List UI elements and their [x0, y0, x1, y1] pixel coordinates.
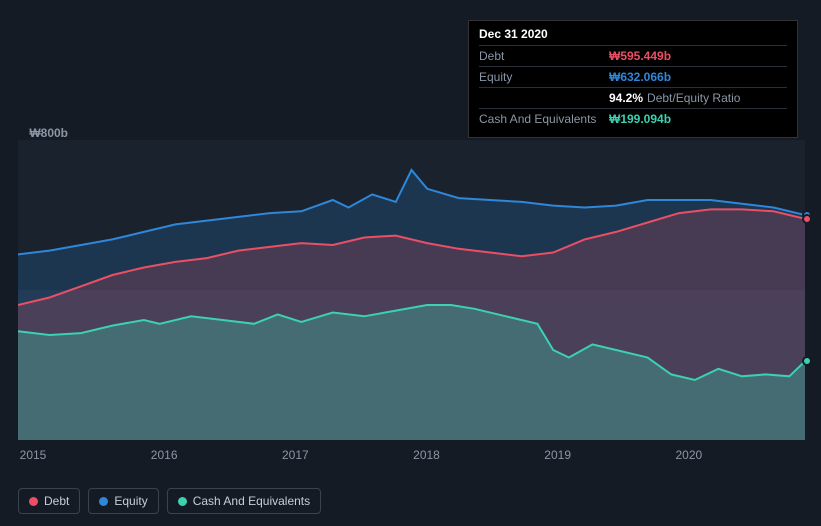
series-end-marker	[802, 214, 812, 224]
x-axis-tick: 2017	[282, 448, 309, 462]
legend-dot-icon	[99, 497, 108, 506]
x-axis-tick: 2018	[413, 448, 440, 462]
tooltip-row-label: Debt	[479, 49, 609, 63]
tooltip-row-label: Equity	[479, 70, 609, 84]
x-axis-tick: 2020	[675, 448, 702, 462]
area-chart	[18, 140, 805, 440]
tooltip-row-sublabel: Debt/Equity Ratio	[647, 91, 740, 105]
y-axis-tick: ₩800b	[8, 126, 68, 140]
tooltip-row: 94.2% Debt/Equity Ratio	[479, 87, 787, 108]
legend-label: Cash And Equivalents	[193, 494, 310, 508]
tooltip-row-value: ₩595.449b	[609, 49, 671, 63]
x-axis-tick: 2019	[544, 448, 571, 462]
chart-container: Dec 31 2020 Debt₩595.449bEquity₩632.066b…	[0, 0, 821, 526]
series-end-marker	[802, 356, 812, 366]
tooltip-row-value: 94.2%	[609, 91, 643, 105]
tooltip-date: Dec 31 2020	[479, 27, 787, 41]
legend: Debt Equity Cash And Equivalents	[18, 488, 321, 514]
x-axis-tick: 2015	[20, 448, 47, 462]
tooltip-row: Debt₩595.449b	[479, 45, 787, 66]
legend-dot-icon	[178, 497, 187, 506]
legend-label: Equity	[114, 494, 147, 508]
legend-item[interactable]: Debt	[18, 488, 80, 514]
tooltip-row-label	[479, 91, 609, 105]
tooltip-row: Equity₩632.066b	[479, 66, 787, 87]
legend-item[interactable]: Equity	[88, 488, 158, 514]
legend-item[interactable]: Cash And Equivalents	[167, 488, 321, 514]
legend-dot-icon	[29, 497, 38, 506]
tooltip-row-value: ₩632.066b	[609, 70, 671, 84]
x-axis-tick: 2016	[151, 448, 178, 462]
chart-area[interactable]: ₩800b₩0 201520162017201820192020	[18, 120, 805, 500]
legend-label: Debt	[44, 494, 69, 508]
